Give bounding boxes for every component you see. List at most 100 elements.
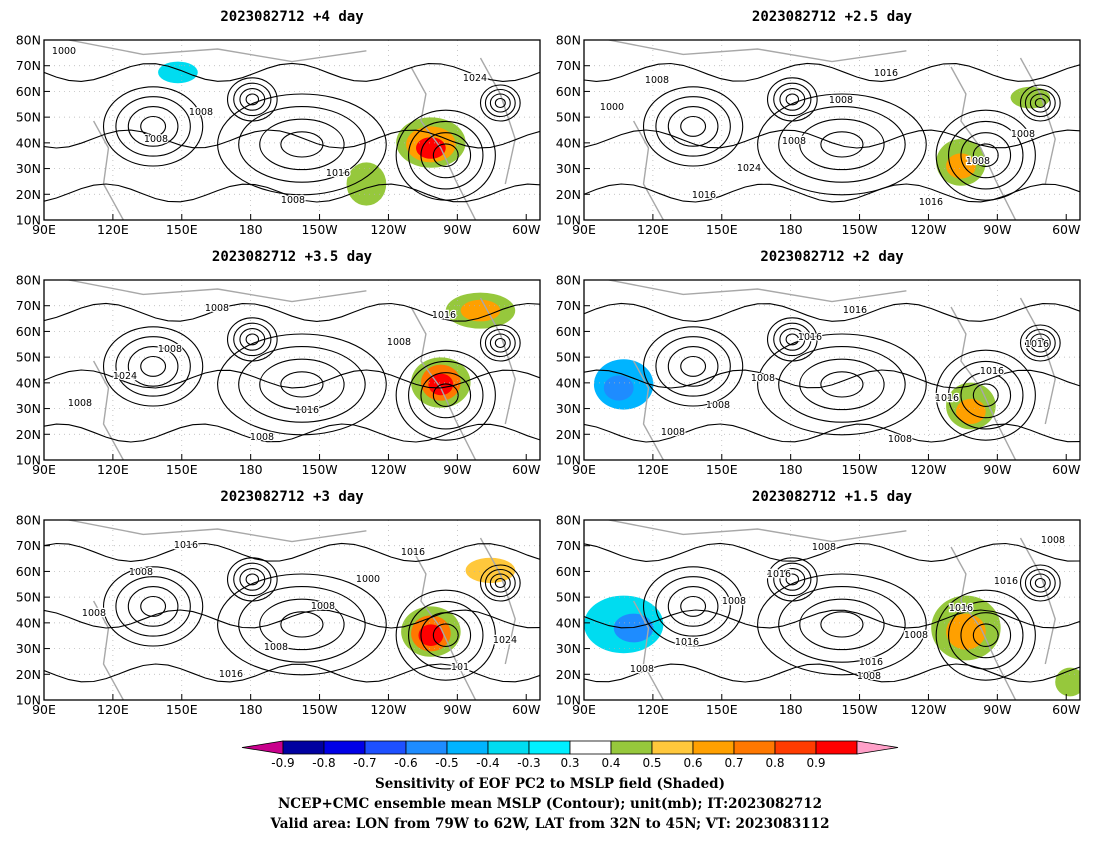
y-tick-label: 70N: [556, 58, 581, 73]
isobar: [395, 589, 496, 681]
panel-title: 2023082712 +2.5 day: [752, 9, 913, 25]
y-tick-label: 50N: [556, 110, 581, 125]
isobar: [773, 562, 812, 597]
x-tick-label: 90W: [983, 702, 1011, 717]
map-panel: 1008 1016 1016 1024 1008 1008 1008 1008 20230827…: [16, 249, 541, 477]
map-content: 1008 1008 1016 1000 1024 1016 1008 1016 1008 1008: [584, 40, 1080, 220]
y-tick-label: 80N: [16, 513, 41, 528]
x-tick-label: 180: [779, 462, 803, 477]
isobar: [584, 302, 1080, 322]
contour-label: 1008: [812, 542, 836, 553]
isobar: [766, 317, 818, 362]
contour-label: 1016: [675, 637, 699, 648]
y-tick-label: 80N: [16, 273, 41, 288]
contour-label: 1008: [706, 400, 730, 411]
colorbar-tick-label: -0.5: [435, 756, 458, 770]
isobar: [280, 131, 324, 158]
isobar: [484, 568, 516, 598]
y-tick-label: 10N: [556, 213, 581, 228]
y-tick-label: 30N: [16, 641, 41, 656]
isobar: [778, 586, 906, 663]
map-content: 1008 1008 1016 1008 1016 1016 1008 1016 1016: [584, 280, 1080, 460]
contour-label: 1024: [493, 635, 517, 646]
colorbar-end-cap: [241, 740, 284, 755]
isobar: [935, 109, 1036, 201]
isobar: [820, 371, 864, 398]
isobar: [494, 97, 506, 109]
contour-label: 1016: [432, 310, 456, 321]
contour-label: 1000: [600, 102, 624, 113]
x-tick-label: 60W: [512, 702, 540, 717]
isobar: [960, 372, 1012, 419]
isobar: [785, 93, 800, 106]
x-tick-label: 90W: [443, 702, 471, 717]
x-tick-label: 120W: [910, 702, 946, 717]
isobar: [44, 62, 540, 82]
contour-label: 1008: [904, 630, 928, 641]
x-tick-label: 120E: [637, 702, 669, 717]
x-tick-label: 150W: [301, 702, 337, 717]
x-tick-label: 120W: [910, 462, 946, 477]
isobar: [420, 372, 472, 419]
isobar: [820, 131, 864, 158]
x-tick-label: 150E: [166, 462, 198, 477]
y-tick-label: 10N: [16, 693, 41, 708]
isobar: [259, 598, 345, 651]
panel-title: 2023082712 +3.5 day: [212, 249, 373, 265]
panel-title: 2023082712 +4 day: [220, 9, 364, 25]
y-tick-label: 20N: [556, 187, 581, 202]
isobar: [127, 346, 179, 387]
y-tick-label: 70N: [556, 538, 581, 553]
isobar: [785, 333, 800, 346]
y-tick-label: 30N: [16, 161, 41, 176]
y-tick-label: 40N: [16, 375, 41, 390]
x-tick-label: 60W: [512, 222, 540, 237]
panel-title: 2023082712 +2 day: [760, 249, 904, 265]
colorbar-box: [815, 740, 858, 755]
contour-label: 1016: [767, 569, 791, 580]
isobar: [238, 586, 366, 663]
isobar: [489, 573, 511, 593]
y-tick-label: 70N: [16, 538, 41, 553]
colorbar-box: [528, 740, 571, 755]
isobar: [1019, 84, 1061, 122]
isobar: [479, 324, 521, 362]
y-tick-label: 40N: [556, 375, 581, 390]
isobar: [655, 336, 731, 397]
footer-contour-info: NCEP+CMC ensemble mean MSLP (Contour); u…: [277, 796, 823, 812]
isobar: [642, 566, 744, 647]
contour-label: 1016: [919, 197, 943, 208]
contour-label: 1008: [751, 373, 775, 384]
x-tick-label: 180: [779, 222, 803, 237]
contour-label: 1008: [158, 344, 182, 355]
map-frame: [43, 279, 541, 461]
x-tick-label: 120E: [637, 222, 669, 237]
isobar: [1024, 88, 1056, 118]
colorbar-box: [405, 740, 448, 755]
colorbar-tick-label: 0.4: [601, 756, 620, 770]
isobar: [972, 623, 999, 648]
contour-label: 1008: [966, 156, 990, 167]
sensitivity-shading: [1055, 667, 1080, 697]
y-tick-label: 20N: [556, 667, 581, 682]
coastline: [68, 280, 367, 303]
map-background: [44, 40, 540, 220]
isobar: [226, 77, 278, 122]
isobar: [960, 612, 1012, 659]
contour-label: 1008: [857, 671, 881, 682]
x-tick-label: 150E: [706, 222, 738, 237]
y-tick-label: 30N: [16, 401, 41, 416]
isobar: [1034, 337, 1046, 349]
isobar: [766, 557, 818, 602]
contour-label: 1008: [250, 432, 274, 443]
isobar: [44, 183, 540, 203]
isobar: [757, 333, 927, 436]
isobar: [408, 600, 484, 670]
isobar: [584, 129, 1080, 149]
isobar: [127, 586, 179, 627]
x-tick-label: 150W: [841, 462, 877, 477]
isobar: [494, 337, 506, 349]
contour-label: 1008: [144, 134, 168, 145]
x-tick-label: 120W: [910, 222, 946, 237]
isobar: [44, 609, 540, 629]
